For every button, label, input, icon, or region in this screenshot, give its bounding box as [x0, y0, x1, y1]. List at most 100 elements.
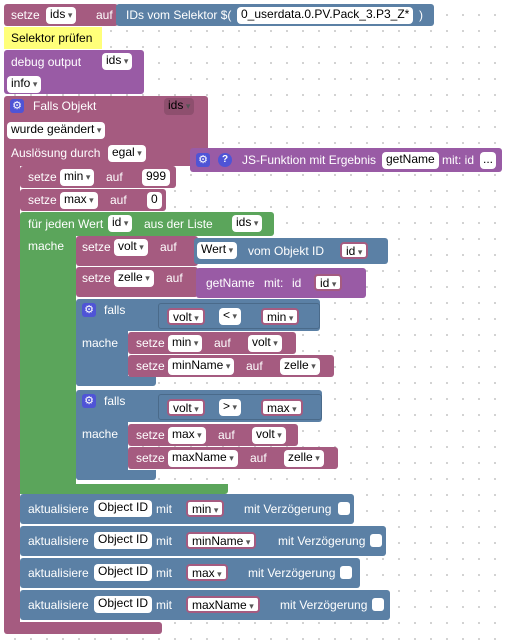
- if1-set-min-var-dropdown[interactable]: min: [168, 335, 203, 352]
- mache-label: mache: [82, 427, 119, 441]
- update-block-maxname[interactable]: aktualisiere Object ID mit maxName mit V…: [20, 590, 390, 620]
- if1-set-minname-var-dropdown[interactable]: minName: [168, 358, 235, 375]
- set-min-value-input[interactable]: 999: [142, 169, 171, 186]
- get-value-block[interactable]: Wert vom Objekt ID id: [194, 238, 388, 264]
- update-block-minname[interactable]: aktualisiere Object ID mit minName mit V…: [20, 526, 386, 556]
- value-type-dropdown[interactable]: Wert: [197, 242, 238, 259]
- set-max-value-input[interactable]: 0: [147, 192, 162, 209]
- js-function-name-input[interactable]: getName: [382, 152, 439, 169]
- compare-right-dropdown[interactable]: min: [261, 308, 300, 325]
- object-id-input[interactable]: Object ID: [94, 500, 153, 517]
- for-each-label: für jeden Wert: [28, 217, 104, 231]
- update-var-dropdown[interactable]: max: [186, 564, 228, 581]
- comment-text: Selektor prüfen: [11, 31, 93, 45]
- loop-list-dropdown[interactable]: ids: [232, 215, 263, 232]
- obj-var-dropdown[interactable]: id: [340, 242, 369, 259]
- update-block-min[interactable]: aktualisiere Object ID mit min mit Verzö…: [20, 494, 354, 524]
- if-block-1-footer: [76, 376, 156, 386]
- trigger-label: Falls Objekt: [33, 99, 97, 113]
- update-label: aktualisiere: [28, 534, 89, 548]
- if1-set-minname-block[interactable]: setze minName auf zelle: [128, 355, 334, 377]
- set-max-block[interactable]: setze max auf 0: [20, 189, 166, 211]
- compare-left-dropdown[interactable]: volt: [167, 399, 205, 416]
- debug-var-dropdown[interactable]: ids: [102, 53, 133, 70]
- gear-icon[interactable]: ⚙: [82, 394, 96, 408]
- trigger-mode-dropdown[interactable]: wurde geändert: [7, 122, 106, 139]
- auf-label: auf: [106, 170, 123, 184]
- update-label: aktualisiere: [28, 598, 89, 612]
- delay-checkbox[interactable]: [340, 566, 352, 579]
- set-volt-var-dropdown[interactable]: volt: [114, 239, 148, 256]
- comment-block[interactable]: Selektor prüfen: [4, 27, 102, 49]
- getname-label: getName: [206, 276, 255, 290]
- ausloesung-label: Auslösung durch: [11, 146, 101, 160]
- trigger-var-dropdown[interactable]: ids: [164, 98, 195, 115]
- if2-set-max-value-dropdown[interactable]: volt: [252, 427, 286, 444]
- if2-set-maxname-block[interactable]: setze maxName auf zelle: [128, 447, 338, 469]
- debug-level-dropdown[interactable]: info: [7, 76, 42, 93]
- delay-checkbox[interactable]: [372, 598, 384, 611]
- setze-label: setze: [28, 170, 57, 184]
- delay-checkbox[interactable]: [338, 502, 350, 515]
- update-var-dropdown[interactable]: maxName: [186, 596, 260, 613]
- setze-label: setze: [136, 428, 165, 442]
- delay-label: mit Verzögerung: [280, 598, 368, 612]
- gear-icon[interactable]: ⚙: [10, 99, 24, 113]
- getname-call-block[interactable]: getName mit: id id: [196, 268, 366, 298]
- auf-label: auf: [160, 240, 177, 254]
- compare-block-1[interactable]: volt < min: [158, 303, 320, 329]
- delay-checkbox[interactable]: [370, 534, 382, 547]
- update-var-dropdown[interactable]: minName: [186, 532, 257, 549]
- loop-var-dropdown[interactable]: id: [108, 215, 133, 232]
- selector-input[interactable]: 0_userdata.0.PV.Pack_3.P3_Z*: [237, 7, 414, 24]
- js-function-more-button[interactable]: ...: [480, 152, 497, 169]
- set-zelle-var-dropdown[interactable]: zelle: [114, 270, 154, 287]
- gear-icon[interactable]: ⚙: [196, 153, 210, 167]
- variable-dropdown-ids[interactable]: ids: [46, 7, 77, 24]
- mache-label: mache: [82, 336, 119, 350]
- set-ids-block[interactable]: setze ids auf: [4, 4, 118, 26]
- for-each-footer: [20, 484, 228, 494]
- object-id-input[interactable]: Object ID: [94, 596, 153, 613]
- if1-set-min-value-dropdown[interactable]: volt: [248, 335, 282, 352]
- set-min-var-dropdown[interactable]: min: [60, 169, 95, 186]
- setze-label: setze: [136, 336, 165, 350]
- set-max-var-dropdown[interactable]: max: [60, 192, 98, 209]
- getname-id-dropdown[interactable]: id: [314, 274, 343, 291]
- if2-set-max-var-dropdown[interactable]: max: [168, 427, 206, 444]
- object-id-input[interactable]: Object ID: [94, 532, 153, 549]
- if2-set-maxname-value-dropdown[interactable]: zelle: [284, 450, 324, 467]
- debug-output-label: debug output: [11, 55, 82, 69]
- if2-set-maxname-var-dropdown[interactable]: maxName: [168, 450, 238, 467]
- gear-icon[interactable]: ⚙: [82, 303, 96, 317]
- mit-label: mit:: [264, 276, 284, 290]
- if1-set-minname-value-dropdown[interactable]: zelle: [280, 358, 320, 375]
- set-zelle-block[interactable]: setze zelle auf: [76, 267, 198, 297]
- if1-set-min-block[interactable]: setze min auf volt: [128, 332, 296, 354]
- ausloesung-dropdown[interactable]: egal: [108, 145, 146, 162]
- update-var-dropdown[interactable]: min: [186, 500, 225, 517]
- compare-op-dropdown[interactable]: <: [219, 308, 242, 325]
- obj-label: vom Objekt ID: [248, 244, 325, 258]
- set-min-block[interactable]: setze min auf 999: [20, 166, 176, 188]
- setze-label: setze: [82, 240, 111, 254]
- object-id-input[interactable]: Object ID: [94, 564, 153, 581]
- debug-output-block[interactable]: debug output ids info: [4, 50, 144, 94]
- update-label: aktualisiere: [28, 566, 89, 580]
- selector-label: IDs vom Selektor $(: [126, 8, 232, 22]
- compare-block-2[interactable]: volt > max: [158, 394, 322, 420]
- js-function-block[interactable]: ⚙ ? JS-Funktion mit Ergebnis getName mit…: [190, 148, 502, 172]
- js-function-label: JS-Funktion mit Ergebnis: [242, 153, 377, 167]
- if2-set-max-block[interactable]: setze max auf volt: [128, 424, 298, 446]
- compare-left-dropdown[interactable]: volt: [167, 308, 205, 325]
- auf-label: auf: [218, 428, 235, 442]
- question-icon[interactable]: ?: [218, 153, 232, 167]
- set-volt-block[interactable]: setze volt auf: [76, 236, 198, 266]
- compare-op-dropdown[interactable]: >: [219, 399, 242, 416]
- selector-block[interactable]: IDs vom Selektor $( 0_userdata.0.PV.Pack…: [116, 4, 434, 26]
- compare-right-dropdown[interactable]: max: [261, 399, 303, 416]
- auf-label: auf: [246, 359, 263, 373]
- update-block-max[interactable]: aktualisiere Object ID mit max mit Verzö…: [20, 558, 360, 588]
- trigger-event-footer: [4, 622, 162, 634]
- list-label: aus der Liste: [144, 217, 213, 231]
